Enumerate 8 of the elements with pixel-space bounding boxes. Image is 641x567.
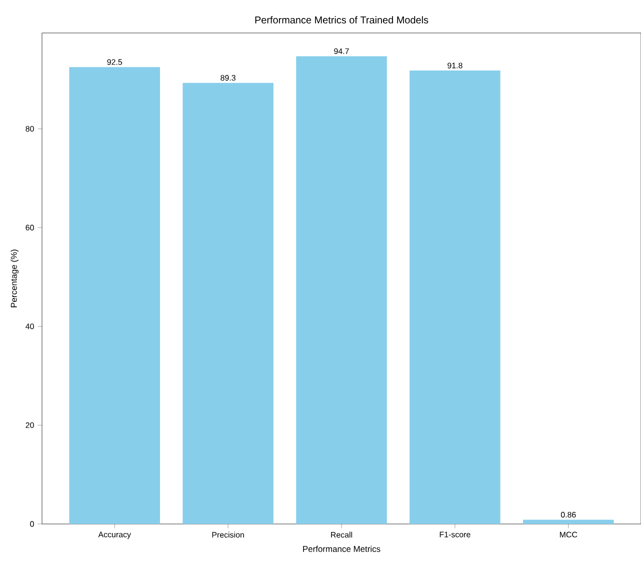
chart-title: Performance Metrics of Trained Models — [255, 16, 428, 24]
bar — [296, 56, 387, 524]
y-axis-title: Percentage (%) — [10, 250, 19, 308]
bar — [410, 70, 500, 524]
bar — [523, 520, 614, 524]
x-axis-title: Performance Metrics — [303, 546, 380, 552]
bar — [69, 67, 160, 524]
bar — [182, 82, 274, 524]
